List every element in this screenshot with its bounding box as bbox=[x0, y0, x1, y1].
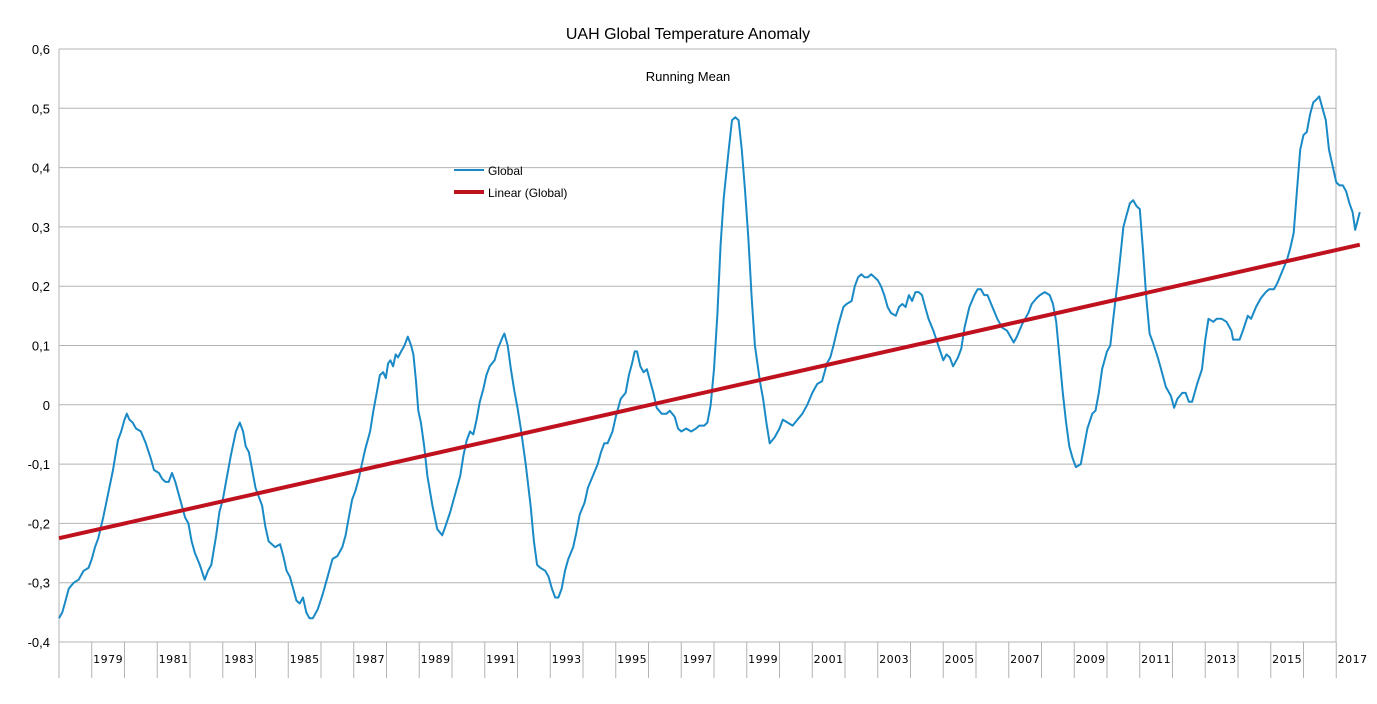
chart-subtitle: Running Mean bbox=[646, 69, 731, 84]
gridlines bbox=[58, 48, 1337, 678]
x-tick-label: 1999 bbox=[748, 653, 778, 666]
series-group bbox=[58, 95, 1361, 620]
x-tick-label: 2015 bbox=[1272, 653, 1302, 666]
y-tick-label: 0,5 bbox=[32, 101, 50, 116]
y-tick-label: 0,1 bbox=[32, 339, 50, 354]
x-tick-label: 2013 bbox=[1207, 653, 1237, 666]
y-tick-label: 0,6 bbox=[32, 42, 50, 57]
x-tick-label: 2001 bbox=[814, 653, 844, 666]
x-tick-label: 1995 bbox=[617, 653, 647, 666]
x-axis: 1979 1981 1983 1985 1987 1989 1991 1993 1995 1997… bbox=[58, 642, 1368, 678]
x-tick-label: 1979 bbox=[93, 653, 123, 666]
y-tick-label: -0,1 bbox=[28, 457, 50, 472]
x-tick-label: 2007 bbox=[1010, 653, 1040, 666]
trendline-linear-global bbox=[58, 242, 1361, 541]
x-tick-label: 1989 bbox=[421, 653, 451, 666]
legend-label-linear: Linear (Global) bbox=[488, 186, 567, 200]
x-tick-label: 1981 bbox=[159, 653, 189, 666]
x-tick-label: 1983 bbox=[224, 653, 254, 666]
series-line-global bbox=[58, 95, 1361, 620]
chart-title: UAH Global Temperature Anomaly bbox=[566, 26, 810, 43]
y-tick-label: 0,2 bbox=[32, 279, 50, 294]
x-tick-label: 1991 bbox=[486, 653, 516, 666]
y-tick-label: 0,3 bbox=[32, 220, 50, 235]
x-tick-label: 1985 bbox=[290, 653, 320, 666]
x-tick-label: 1987 bbox=[355, 653, 385, 666]
y-tick-label: 0,4 bbox=[32, 161, 50, 176]
x-tick-label: 2011 bbox=[1141, 653, 1171, 666]
y-tick-label: -0,2 bbox=[28, 516, 50, 531]
legend: Global Linear (Global) bbox=[454, 164, 567, 200]
x-tick-label: 1997 bbox=[683, 653, 713, 666]
legend-label-global: Global bbox=[488, 164, 523, 178]
y-tick-label: 0 bbox=[43, 398, 50, 413]
x-tick-label: 2003 bbox=[879, 653, 909, 666]
y-tick-label: -0,3 bbox=[28, 576, 50, 591]
x-tick-label: 2009 bbox=[1076, 653, 1106, 666]
x-tick-label: 1993 bbox=[552, 653, 582, 666]
y-tick-label: -0,4 bbox=[28, 635, 50, 650]
y-axis-ticks: 0,6 0,5 0,4 0,3 0,2 0,1 0 -0,1 -0,2 -0,3 -0,4 bbox=[28, 42, 50, 650]
x-tick-label: 2017 bbox=[1338, 653, 1368, 666]
x-tick-label: 2005 bbox=[945, 653, 975, 666]
